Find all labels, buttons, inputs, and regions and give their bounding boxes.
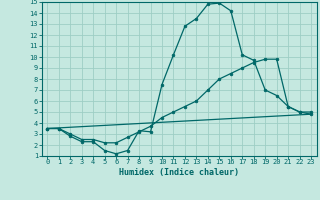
X-axis label: Humidex (Indice chaleur): Humidex (Indice chaleur) [119, 168, 239, 177]
